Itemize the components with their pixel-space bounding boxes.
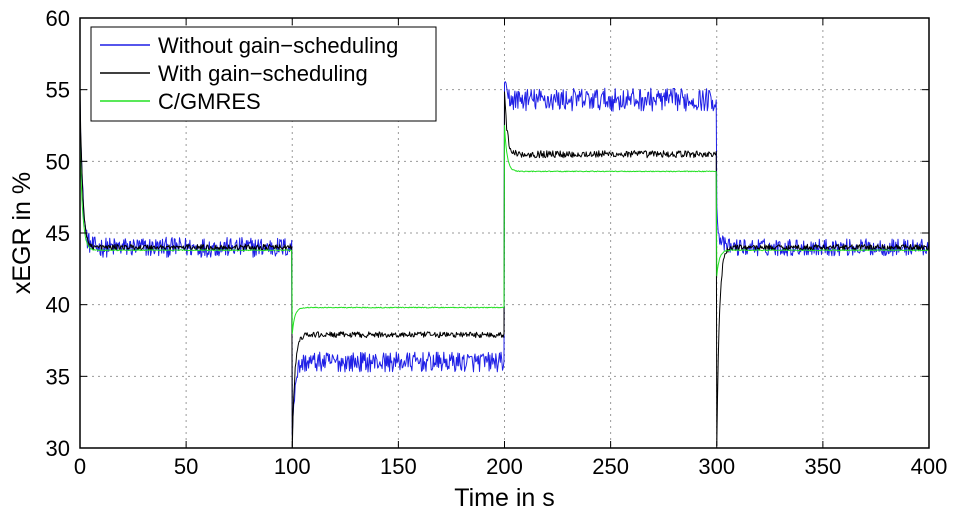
- x-tick-label: 200: [486, 454, 523, 479]
- x-tick-label: 150: [380, 454, 417, 479]
- series-line-2: [79, 124, 929, 334]
- x-tick-label: 0: [74, 454, 86, 479]
- y-tick-label: 40: [46, 293, 70, 318]
- series-layer: [79, 81, 929, 449]
- y-tick-label: 45: [46, 221, 70, 246]
- legend: Without gain−scheduling With gain−schedu…: [90, 26, 437, 122]
- y-tick-label: 30: [46, 436, 70, 461]
- y-tick-label: 55: [46, 78, 70, 103]
- y-tick-label: 60: [46, 6, 70, 31]
- ticks: [79, 17, 930, 449]
- legend-label-with-gain-scheduling: With gain−scheduling: [158, 61, 368, 86]
- x-axis-title: Time in s: [454, 484, 554, 512]
- legend-label-cgmres: C/GMRES: [158, 89, 261, 114]
- y-tick-label: 50: [46, 149, 70, 174]
- x-tick-label: 100: [274, 454, 311, 479]
- x-tick-label: 50: [174, 454, 198, 479]
- x-tick-label: 300: [698, 454, 735, 479]
- tick-labels: 0 50 100 150 200 250 300 350 400 30 35 40 45 50 55 60: [46, 6, 948, 479]
- y-axis-title: xEGR in %: [8, 172, 36, 294]
- x-tick-label: 400: [911, 454, 948, 479]
- legend-label-without-gain-scheduling: Without gain−scheduling: [158, 33, 398, 58]
- legend-box: [90, 26, 437, 122]
- x-tick-label: 350: [805, 454, 842, 479]
- y-tick-label: 35: [46, 364, 70, 389]
- x-tick-label: 250: [592, 454, 629, 479]
